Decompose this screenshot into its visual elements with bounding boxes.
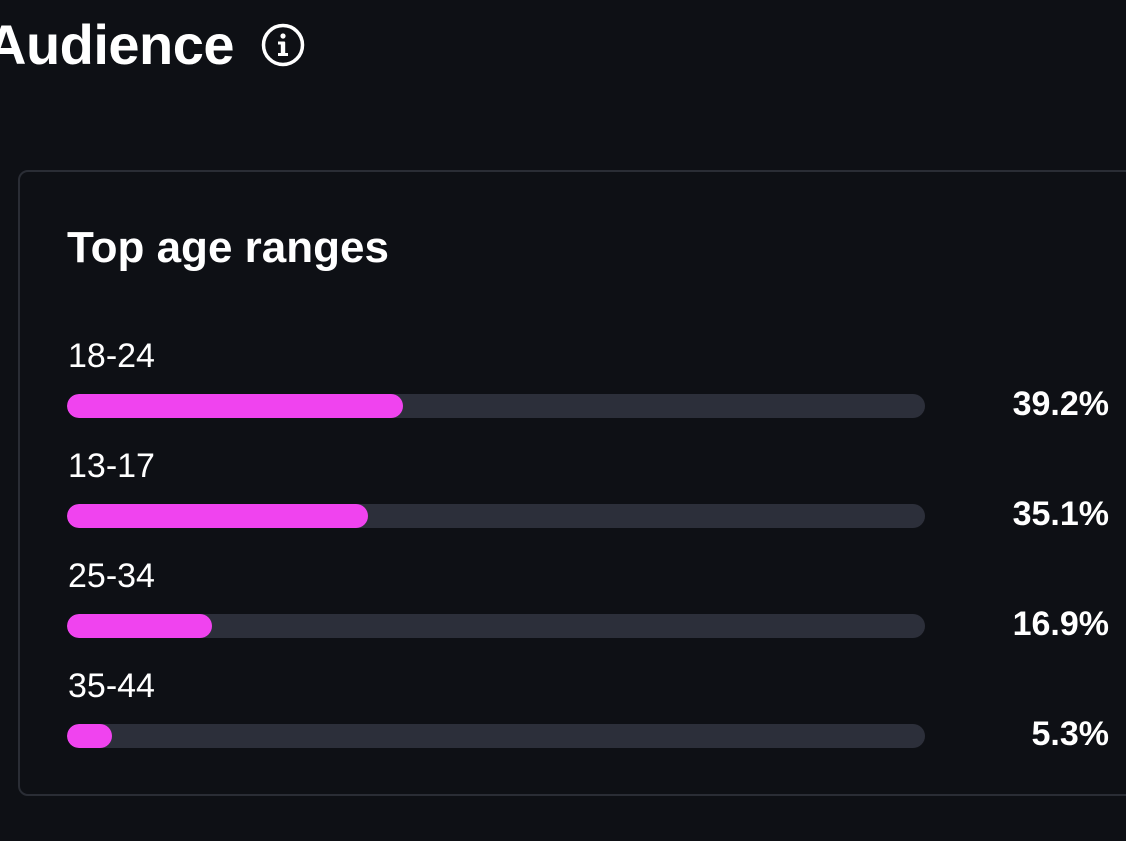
age-range-percent: 39.2% <box>1012 385 1109 423</box>
age-range-label: 35-44 <box>68 667 155 705</box>
progress-track <box>67 504 925 528</box>
progress-track <box>67 724 925 748</box>
card-title: Top age ranges <box>67 223 389 272</box>
progress-fill <box>67 394 404 418</box>
info-circle-icon <box>261 23 305 67</box>
top-age-ranges-card: Top age ranges 18-24 39.2% 13-17 35.1% 2… <box>18 170 1126 796</box>
progress-track <box>67 614 925 638</box>
age-range-percent: 35.1% <box>1012 495 1109 533</box>
progress-fill <box>67 614 212 638</box>
page-header: Audience <box>0 12 306 78</box>
age-range-percent: 16.9% <box>1012 605 1109 643</box>
age-range-row: 25-34 16.9% <box>67 556 1126 666</box>
progress-fill <box>67 504 369 528</box>
age-range-row: 13-17 35.1% <box>67 446 1126 556</box>
page-title: Audience <box>0 13 235 76</box>
age-range-percent: 5.3% <box>1031 715 1110 753</box>
progress-track <box>67 394 925 418</box>
age-range-row: 35-44 5.3% <box>67 666 1126 776</box>
progress-fill <box>67 724 113 748</box>
age-range-row: 18-24 39.2% <box>67 336 1126 446</box>
age-range-label: 13-17 <box>68 447 155 485</box>
info-icon[interactable] <box>260 22 306 68</box>
age-range-list: 18-24 39.2% 13-17 35.1% 25-34 16.9% <box>67 336 1126 776</box>
age-range-label: 18-24 <box>68 337 155 375</box>
age-range-label: 25-34 <box>68 557 155 595</box>
